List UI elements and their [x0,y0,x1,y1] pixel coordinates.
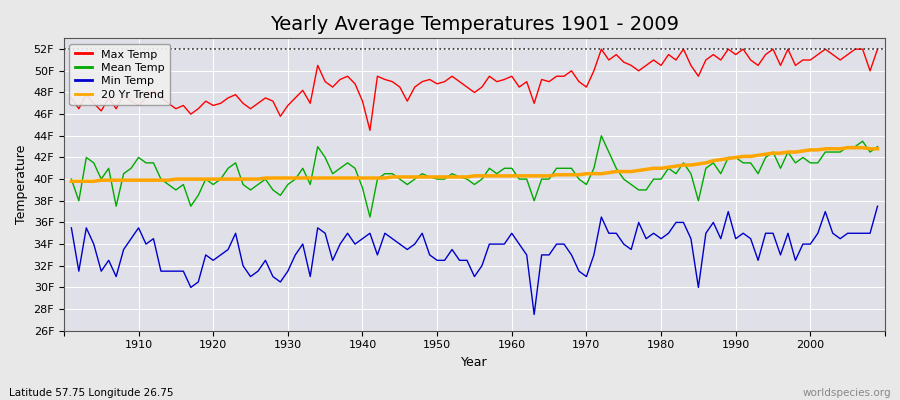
Mean Temp [596,133,607,138]
Mean Temp [872,144,883,149]
Mean Temp [507,166,517,171]
20 Yr Trend [290,176,301,180]
Min Temp [499,242,509,246]
Min Temp [290,252,301,257]
Max Temp [872,47,883,52]
Mean Temp [335,166,346,171]
Max Temp [66,96,77,100]
Min Temp [335,242,346,246]
Mean Temp [290,177,301,182]
Line: 20 Yr Trend: 20 Yr Trend [71,148,878,181]
20 Yr Trend [126,178,137,182]
Mean Temp [611,166,622,171]
Min Temp [872,204,883,208]
Max Temp [514,85,525,90]
X-axis label: Year: Year [461,356,488,369]
Line: Mean Temp: Mean Temp [71,136,878,217]
20 Yr Trend [507,174,517,178]
Title: Yearly Average Temperatures 1901 - 2009: Yearly Average Temperatures 1901 - 2009 [270,15,679,34]
20 Yr Trend [499,174,509,178]
20 Yr Trend [596,171,607,176]
Max Temp [507,74,517,79]
Y-axis label: Temperature: Temperature [15,145,28,224]
Line: Max Temp: Max Temp [71,49,878,130]
Legend: Max Temp, Mean Temp, Min Temp, 20 Yr Trend: Max Temp, Mean Temp, Min Temp, 20 Yr Tre… [69,44,170,106]
Max Temp [126,99,137,104]
Max Temp [596,47,607,52]
Max Temp [364,128,375,133]
Max Temp [335,77,346,82]
Mean Temp [514,177,525,182]
Min Temp [529,312,540,317]
Mean Temp [126,166,137,171]
20 Yr Trend [335,176,346,180]
Line: Min Temp: Min Temp [71,206,878,314]
20 Yr Trend [842,145,853,150]
Min Temp [507,231,517,236]
Max Temp [290,96,301,100]
Mean Temp [66,177,77,182]
Text: worldspecies.org: worldspecies.org [803,388,891,398]
Max Temp [611,52,622,57]
Text: Latitude 57.75 Longitude 26.75: Latitude 57.75 Longitude 26.75 [9,388,174,398]
Min Temp [66,226,77,230]
Mean Temp [364,215,375,220]
20 Yr Trend [66,179,77,184]
Min Temp [603,231,614,236]
Min Temp [126,236,137,241]
20 Yr Trend [872,146,883,151]
